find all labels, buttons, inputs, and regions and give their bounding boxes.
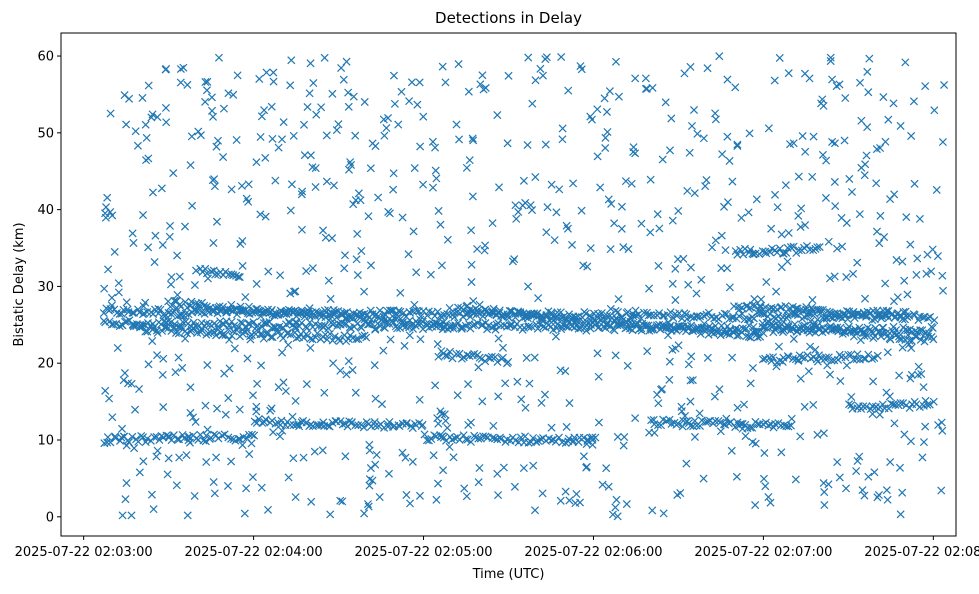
x-axis-label: Time (UTC)	[472, 567, 545, 582]
x-tick-label: 2025-07-22 02:07:00	[694, 545, 832, 560]
y-tick-label: 60	[37, 50, 54, 65]
x-tick-label: 2025-07-22 02:08:00	[864, 545, 979, 560]
y-tick-label: 20	[37, 357, 54, 372]
x-tick-label: 2025-07-22 02:06:00	[524, 545, 662, 560]
y-tick-label: 0	[46, 510, 54, 525]
y-tick-label: 10	[37, 434, 54, 449]
x-tick-label: 2025-07-22 02:05:00	[354, 545, 492, 560]
y-tick-label: 50	[37, 126, 54, 141]
x-tick-label: 2025-07-22 02:03:00	[15, 545, 153, 560]
chart-title: Detections in Delay	[435, 9, 582, 27]
y-tick-label: 30	[37, 280, 54, 295]
y-tick-label: 40	[37, 203, 54, 218]
y-axis-label: Bistatic Delay (km)	[12, 222, 27, 346]
x-tick-label: 2025-07-22 02:04:00	[185, 545, 323, 560]
